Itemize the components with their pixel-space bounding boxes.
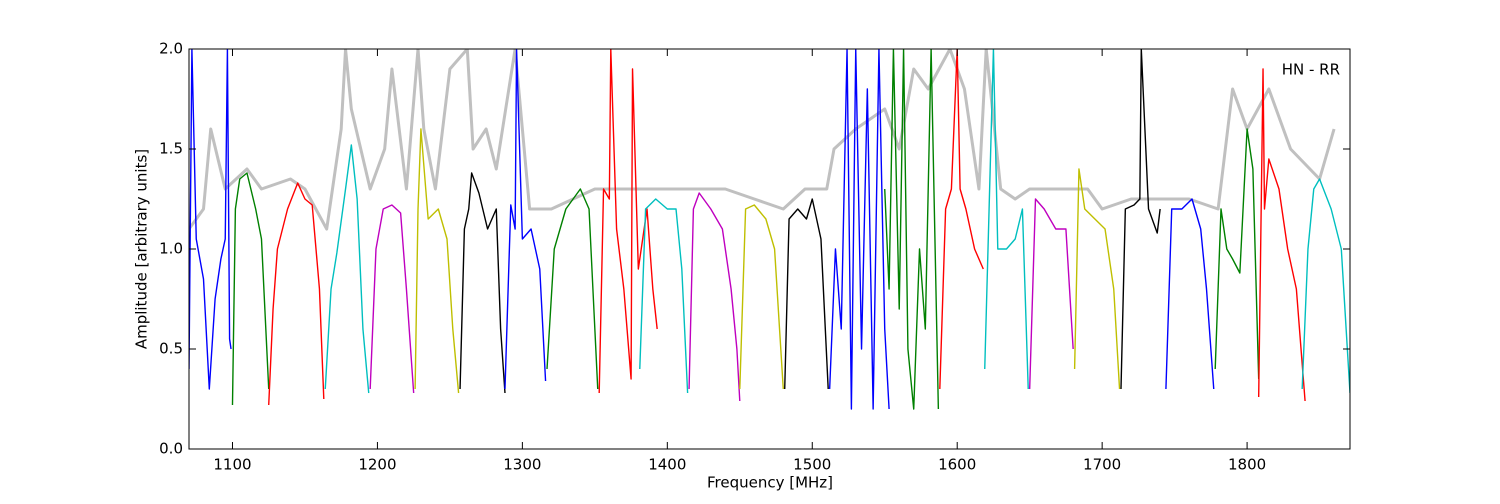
band-line <box>984 49 1029 390</box>
x-axis-label: Frequency [MHz] <box>707 474 833 492</box>
band-line <box>268 182 325 406</box>
plot-frame <box>188 48 1351 450</box>
band-line <box>546 188 599 390</box>
y-tick-label: 1.5 <box>159 140 183 158</box>
band-line <box>231 172 270 406</box>
band-line <box>504 49 547 390</box>
x-tick-label: 1100 <box>213 456 251 474</box>
y-tick-label: 2.0 <box>159 40 183 58</box>
band-line <box>828 49 890 410</box>
envelope-line <box>189 49 1336 231</box>
band-line <box>1257 68 1306 402</box>
x-tick-label: 1700 <box>1083 456 1121 474</box>
band-line <box>639 198 689 394</box>
x-tick-label: 1200 <box>358 456 396 474</box>
band-line <box>1073 168 1121 390</box>
x-tick-label: 1500 <box>793 456 831 474</box>
band-line <box>884 49 940 410</box>
y-axis-label: Amplitude [arbitrary units] <box>133 149 151 349</box>
y-tick-label: 1.0 <box>159 240 183 258</box>
band-line <box>939 49 984 390</box>
band-line <box>1214 128 1260 380</box>
band-line <box>739 204 784 390</box>
band-line <box>784 198 829 390</box>
band-line <box>189 49 232 390</box>
band-line <box>1165 198 1215 390</box>
band-line <box>1301 178 1350 394</box>
band-line <box>1028 198 1074 390</box>
x-tick-label: 1300 <box>503 456 541 474</box>
annotation: HN - RR <box>1282 61 1340 79</box>
band-line <box>1120 49 1161 390</box>
x-tick-label: 1400 <box>648 456 686 474</box>
band-line <box>369 204 415 394</box>
plot-area <box>189 49 1350 410</box>
band-line <box>459 172 506 394</box>
y-tick-label: 0.5 <box>159 340 183 358</box>
y-tick-label: 0.0 <box>159 440 183 458</box>
band-line <box>688 192 741 402</box>
band-line <box>598 49 658 394</box>
band-line <box>414 128 460 394</box>
x-tick-label: 1600 <box>938 456 976 474</box>
band-line <box>324 144 370 394</box>
x-tick-label: 1800 <box>1228 456 1266 474</box>
